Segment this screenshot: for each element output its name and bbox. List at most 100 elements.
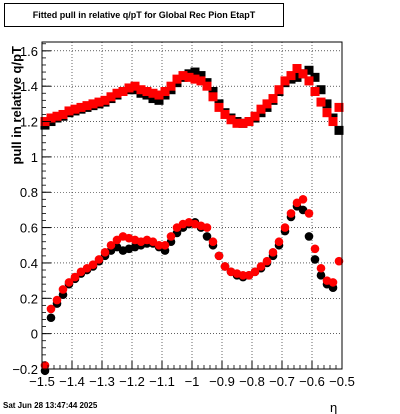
data-point-square: [154, 95, 164, 105]
data-point-square: [328, 117, 338, 127]
data-point-square: [292, 72, 302, 82]
data-point-square: [208, 86, 218, 96]
data-point-circle: [100, 248, 110, 257]
data-point-square: [106, 92, 116, 102]
data-point-circle: [40, 361, 50, 370]
data-point-circle: [220, 262, 230, 271]
x-tick-label: −1.1: [149, 374, 175, 389]
data-point-circle: [202, 232, 212, 241]
axis-ticks: [41, 43, 343, 370]
data-point-square: [190, 67, 200, 77]
x-tick-label: −0.8: [239, 374, 265, 389]
chart-title-box: Fitted pull in relative q/pT for Global …: [4, 3, 284, 27]
data-point-square: [256, 104, 266, 114]
data-point-circle: [328, 278, 338, 287]
data-point-square: [316, 97, 326, 107]
data-point-square: [298, 69, 308, 79]
data-point-circle: [70, 272, 80, 282]
data-point-square: [202, 81, 212, 91]
data-point-square: [322, 108, 332, 118]
data-point-square: [166, 81, 176, 91]
data-point-circle: [46, 304, 56, 314]
data-point-square: [172, 74, 182, 84]
x-tick-label: −1.2: [119, 374, 145, 389]
y-tick-label: 0.2: [20, 291, 38, 306]
data-point-square: [160, 86, 170, 96]
data-point-square: [304, 76, 314, 86]
data-point-square: [274, 85, 284, 95]
data-point-circle: [88, 260, 98, 270]
data-point-square: [148, 94, 158, 104]
data-point-circle: [334, 256, 344, 266]
data-point-square: [94, 97, 104, 107]
y-tick-label: −0.2: [12, 362, 38, 377]
data-point-square: [154, 90, 164, 100]
data-point-circle: [280, 223, 290, 232]
data-point-square: [58, 109, 68, 119]
data-point-circle: [286, 209, 296, 218]
x-tick-label: −1: [185, 374, 200, 389]
y-tick-label: 0.8: [20, 185, 38, 200]
data-point-circle: [298, 195, 308, 204]
y-tick-label: 0.4: [20, 256, 38, 271]
data-point-circle: [160, 240, 170, 250]
data-point-square: [238, 118, 248, 128]
data-point-circle: [250, 267, 260, 277]
data-point-square: [178, 71, 188, 81]
data-point-square: [184, 72, 194, 82]
data-point-square: [82, 101, 92, 111]
data-point-square: [70, 104, 80, 114]
data-point-square: [292, 64, 302, 74]
data-point-square: [250, 111, 260, 121]
data-marks: [40, 64, 344, 376]
data-point-circle: [238, 271, 248, 280]
data-point-square: [142, 86, 152, 96]
data-point-circle: [208, 237, 218, 247]
data-point-circle: [58, 285, 68, 294]
x-tick-label: −0.6: [299, 374, 325, 389]
data-point-square: [220, 109, 230, 119]
data-point-square: [124, 83, 134, 93]
data-point-square: [148, 88, 158, 98]
data-point-square: [262, 99, 272, 109]
data-point-circle: [202, 223, 212, 232]
data-point-square: [208, 92, 218, 102]
y-tick-label: 0.6: [20, 221, 38, 236]
data-point-circle: [106, 240, 116, 250]
tick-labels: −1.5 −1.4 −1.3 −1.2 −1.1 −1 −0.9 −0.8 −0.7 −0.6 −0…: [12, 44, 355, 389]
x-tick-label: −0.5: [329, 374, 355, 389]
data-point-square: [136, 85, 146, 95]
timestamp-label: Sat Jun 28 13:47:44 2025: [3, 401, 98, 410]
y-tick-label: 1.4: [20, 79, 38, 94]
data-point-square: [112, 88, 122, 98]
x-tick-label: −1.4: [59, 374, 85, 389]
y-axis-label: pull in relative q/pT: [9, 46, 24, 165]
data-point-square: [196, 76, 206, 86]
y-tick-label: 1.6: [20, 44, 38, 59]
y-tick-label: 1.2: [20, 115, 38, 130]
data-point-square: [304, 65, 314, 75]
data-point-square: [130, 81, 140, 91]
data-point-square: [310, 72, 320, 82]
data-point-square: [316, 85, 326, 95]
data-point-square: [226, 115, 236, 125]
data-point-circle: [316, 263, 326, 273]
data-point-square: [46, 113, 56, 123]
data-point-circle: [304, 209, 314, 218]
data-point-circle: [316, 271, 326, 280]
x-tick-label: −1.3: [89, 374, 115, 389]
data-point-square: [118, 86, 128, 96]
data-point-circle: [256, 262, 266, 271]
data-point-square: [286, 71, 296, 81]
data-point-square: [322, 99, 332, 109]
data-point-square: [280, 76, 290, 86]
data-point-circle: [268, 248, 278, 257]
data-point-square: [196, 71, 206, 81]
data-point-circle: [304, 232, 314, 241]
data-point-square: [310, 86, 320, 96]
data-point-circle: [262, 256, 272, 266]
data-point-square: [232, 118, 242, 128]
data-point-circle: [166, 232, 176, 241]
data-point-circle: [154, 240, 164, 250]
